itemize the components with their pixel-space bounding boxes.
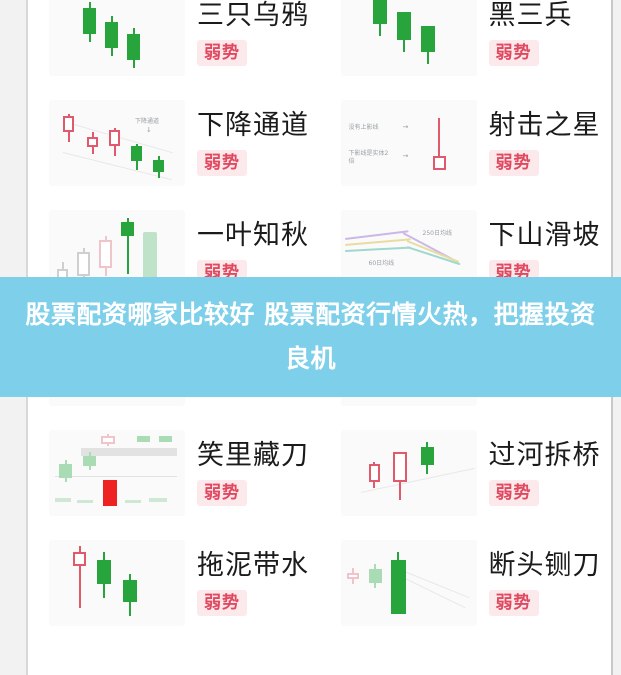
three-black-crows-thumb (49, 0, 185, 76)
status-badge: 弱势 (197, 480, 247, 506)
promo-banner[interactable]: 股票配资哪家比较好 股票配资行情火热，把握投资良机 (0, 277, 621, 397)
annotation-label: 下影线是实体2倍 (348, 150, 389, 165)
pattern-card[interactable]: 三只乌鸦 弱势 (28, 0, 320, 88)
pattern-name: 射击之星 (488, 110, 601, 141)
promo-banner-text: 股票配资哪家比较好 股票配资行情火热，把握投资良机 (25, 300, 596, 373)
pattern-name: 三只乌鸦 (197, 0, 309, 31)
three-black-soldiers-thumb (340, 0, 477, 76)
pattern-card[interactable]: 没有上影线 → 下影线是实体2倍 → 射击之星 弱势 (320, 88, 612, 198)
pattern-card[interactable]: 过河拆桥 弱势 (320, 418, 612, 528)
pattern-meta: 黑三兵 弱势 (488, 0, 573, 76)
pattern-card[interactable]: 断头铡刀 弱势 (320, 528, 612, 638)
status-badge: 弱势 (197, 40, 247, 66)
pattern-card[interactable]: 黑三兵 弱势 (320, 0, 612, 88)
pattern-name: 笑里藏刀 (197, 440, 309, 471)
pattern-meta: 断头铡刀 弱势 (488, 540, 601, 626)
pattern-row: 拖泥带水 弱势 (28, 528, 611, 638)
pattern-meta: 射击之星 弱势 (488, 100, 601, 186)
pattern-meta: 下降通道 弱势 (197, 100, 309, 186)
descending-channel-thumb: 下降通道 ↓ (49, 100, 185, 186)
annotation-label: 下降通道 (135, 118, 160, 125)
status-badge: 弱势 (488, 150, 539, 176)
shooting-star-thumb: 没有上影线 → 下影线是实体2倍 → (340, 100, 477, 186)
pattern-row: 三只乌鸦 弱势 (28, 0, 611, 88)
burn-bridge-thumb (340, 430, 477, 516)
pattern-row: 笑里藏刀 弱势 (28, 418, 611, 528)
knife-in-smile-thumb (49, 430, 185, 516)
annotation-arrow-icon: ↓ (146, 126, 152, 134)
pattern-name: 下降通道 (197, 110, 309, 141)
annotation-label: 250日均线 (422, 230, 452, 237)
annotation-label: 没有上影线 (348, 124, 379, 131)
pattern-meta: 三只乌鸦 弱势 (197, 0, 309, 76)
annotation-arrow-icon: → (402, 152, 409, 160)
pattern-card[interactable]: 笑里藏刀 弱势 (28, 418, 320, 528)
status-badge: 弱势 (488, 40, 539, 66)
pattern-name: 黑三兵 (488, 0, 573, 31)
pattern-row: 下降通道 ↓ 下降通道 弱势 没有上影线 → (28, 88, 611, 198)
status-badge: 弱势 (488, 480, 539, 506)
annotation-arrow-icon: → (402, 123, 409, 131)
status-badge: 弱势 (197, 590, 247, 616)
pattern-meta: 笑里藏刀 弱势 (197, 430, 309, 516)
guillotine-thumb (340, 540, 477, 626)
status-badge: 弱势 (488, 590, 539, 616)
status-badge: 弱势 (197, 150, 247, 176)
pattern-name: 下山滑坡 (488, 220, 601, 251)
pattern-name: 过河拆桥 (488, 440, 601, 471)
pattern-card[interactable]: 下降通道 ↓ 下降通道 弱势 (28, 88, 320, 198)
pattern-meta: 过河拆桥 弱势 (488, 430, 601, 516)
pattern-card[interactable]: 拖泥带水 弱势 (28, 528, 320, 638)
pattern-name: 拖泥带水 (197, 550, 309, 581)
pattern-meta: 拖泥带水 弱势 (197, 540, 309, 626)
muddy-water-thumb (49, 540, 185, 626)
annotation-label: 60日均线 (368, 260, 395, 267)
pattern-name: 断头铡刀 (488, 550, 601, 581)
pattern-name: 一叶知秋 (197, 220, 309, 251)
